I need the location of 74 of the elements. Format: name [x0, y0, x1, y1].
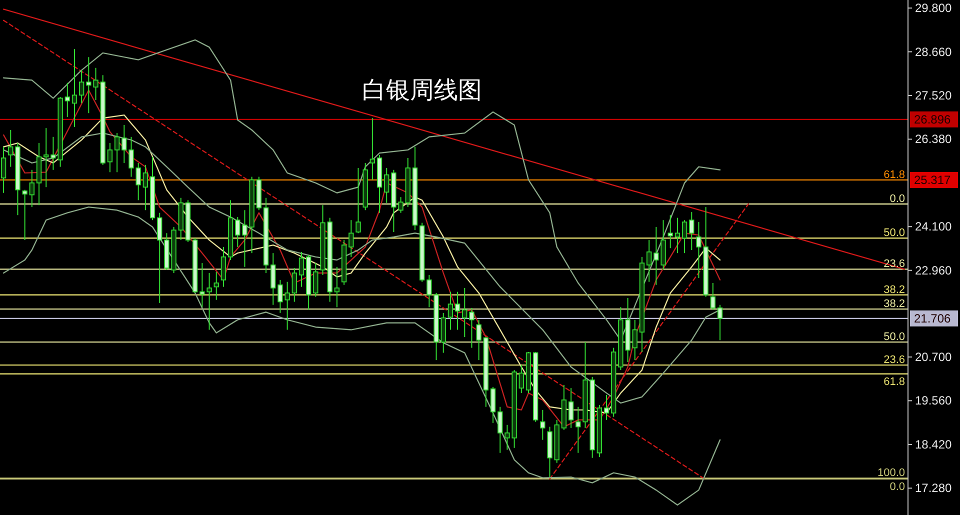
y-tick-label: 19.560 — [915, 394, 952, 408]
candlestick — [157, 212, 162, 304]
ref-line-label: 25.317 — [914, 172, 952, 187]
candlestick — [292, 268, 297, 302]
candlestick — [64, 82, 70, 118]
y-tick-label: 29.800 — [915, 1, 952, 16]
candlestick — [220, 246, 226, 288]
candlestick — [490, 386, 496, 424]
candlestick — [689, 212, 694, 251]
candlestick — [0, 146, 6, 194]
candlestick — [710, 282, 716, 310]
y-tick-label: 17.280 — [915, 481, 952, 496]
y-tick-label: 27.520 — [915, 88, 952, 102]
candlestick — [498, 406, 503, 454]
candlestick — [370, 118, 375, 180]
candlestick — [334, 266, 340, 308]
candlestick — [518, 364, 524, 394]
y-tick-label: 20.700 — [915, 350, 952, 364]
candlestick — [717, 304, 723, 341]
candlestick — [79, 70, 84, 104]
candlestick — [22, 189, 28, 241]
candlestick — [632, 319, 638, 361]
candlestick — [313, 262, 318, 298]
candlestick — [654, 226, 659, 286]
candlestick — [448, 291, 454, 330]
annotation: 61.8 — [884, 168, 905, 181]
annotation: 23.6 — [884, 354, 905, 366]
candlestick — [540, 409, 546, 440]
candlestick — [93, 67, 98, 101]
candlestick — [674, 217, 680, 254]
candlestick — [454, 291, 460, 330]
candlestick — [646, 240, 652, 282]
candlestick — [242, 210, 248, 268]
annotation: 100.0 — [877, 467, 905, 480]
candlestick — [235, 216, 240, 248]
candlestick — [348, 220, 354, 258]
y-tick-label: 26.380 — [915, 132, 952, 146]
candlestick — [107, 142, 113, 173]
candlestick — [142, 164, 148, 211]
candlestick — [72, 48, 78, 128]
text: 白银周线图 — [362, 77, 482, 104]
annotation: 61.8 — [884, 376, 905, 388]
annotation: 50.0 — [884, 331, 905, 344]
candlestick — [356, 167, 361, 234]
candlestick — [298, 251, 304, 288]
annotation: 38.2 — [884, 284, 905, 296]
candlestick — [44, 128, 49, 188]
candlestick — [8, 129, 14, 168]
candlestick — [122, 124, 127, 164]
candlestick — [114, 132, 120, 173]
candlestick — [469, 307, 474, 348]
candlestick — [604, 394, 610, 420]
candlestick — [568, 388, 574, 428]
candlestick — [696, 222, 702, 279]
y-tick-label: 28.660 — [915, 44, 952, 59]
y-tick-label: 24.100 — [915, 220, 952, 234]
ref-line-label: 26.896 — [914, 112, 952, 126]
annotation: 38.2 — [884, 298, 905, 310]
candlestick — [384, 167, 390, 204]
candlestick — [476, 319, 482, 361]
ref-line-label: 21.706 — [914, 311, 952, 326]
candlestick — [462, 287, 468, 338]
candlestick — [682, 220, 688, 254]
annotation: 50.0 — [884, 227, 905, 240]
y-tick-label: 18.420 — [915, 437, 952, 452]
annotation: 0.0 — [890, 193, 905, 206]
candlestick — [29, 169, 34, 208]
candlestick — [668, 214, 673, 249]
candlestick — [270, 252, 276, 306]
candlestick — [86, 56, 92, 114]
candlestick — [214, 271, 219, 300]
y-tick-label: 22.960 — [915, 263, 952, 278]
candlestick — [576, 406, 581, 454]
annotation: 0.0 — [890, 480, 905, 493]
